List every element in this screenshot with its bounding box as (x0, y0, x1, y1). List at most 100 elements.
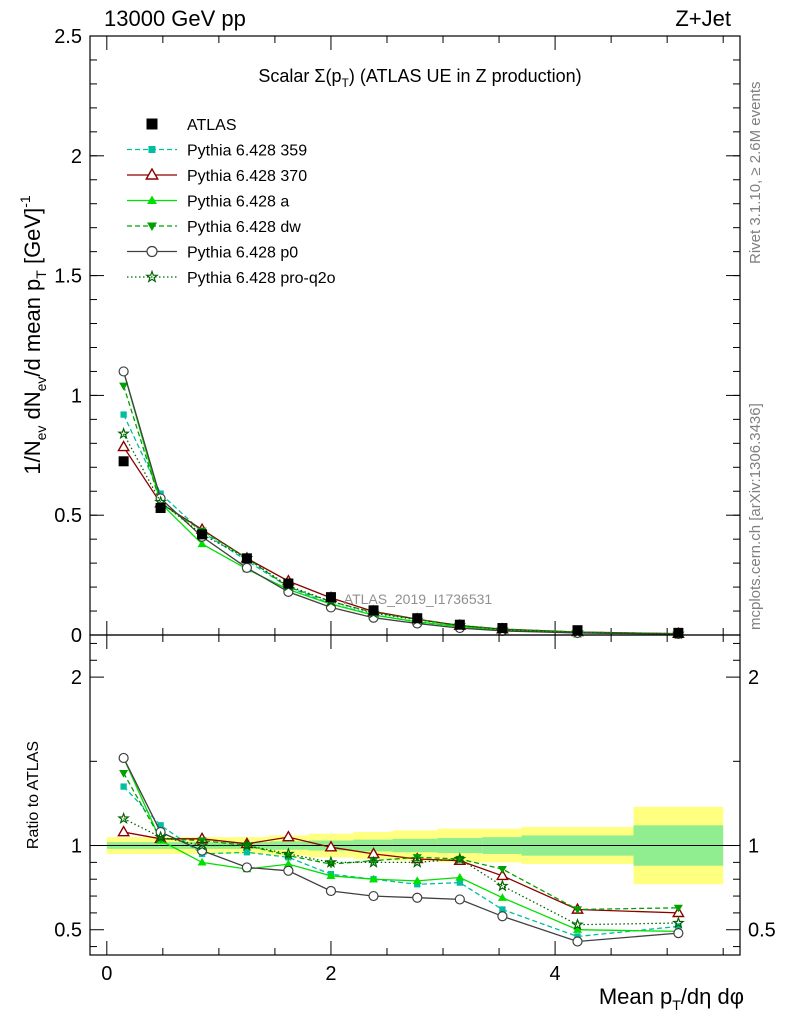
point-pythia-6-428-359-11 (675, 923, 682, 930)
point-pythia-6-428-359-7 (414, 881, 421, 888)
legend-label: Pythia 6.428 pro-q2o (187, 270, 336, 287)
legend-entry-pythia-6-428-370: Pythia 6.428 370 (127, 167, 307, 185)
legend-marker (146, 245, 158, 258)
plot-title-main: Scalar Σ(p (258, 66, 341, 86)
point-atlas-10 (572, 625, 583, 636)
point-pythia-6-428-370-0 (117, 440, 131, 452)
point-pythia-6-428-p0-0 (118, 752, 129, 764)
legend-entry-pythia-6-428-pro-q2o: Pythia 6.428 pro-q2o (127, 269, 336, 287)
point-pythia-6-428-dw-6 (369, 857, 379, 866)
point-pythia-6-428-359-1 (157, 822, 164, 829)
plot-title-rest: ) (ATLAS UE in Z production) (349, 66, 582, 86)
legend-marker (145, 269, 159, 283)
point-pythia-6-428-pro-q2o-9 (496, 879, 509, 892)
point-pythia-6-428-dw-9 (497, 865, 507, 874)
point-pythia-6-428-pro-q2o-8 (453, 852, 467, 865)
point-pythia-6-428-dw-10 (573, 906, 582, 915)
main-y-axis-label: 1/Nev dNev/d mean pT [GeV]-1 (17, 195, 49, 475)
point-atlas-8 (454, 619, 465, 630)
legend-marker (148, 146, 156, 153)
y-tick-label: 1 (71, 385, 82, 407)
x-tick-label: 2 (325, 963, 336, 985)
y-tick-label: 2 (71, 667, 82, 689)
legend-label: ATLAS (187, 117, 237, 134)
x-tick-label: 4 (550, 963, 561, 985)
point-atlas-3 (241, 553, 252, 564)
point-pythia-6-428-359-0 (120, 411, 127, 418)
y-tick-label-right: 0.5 (748, 920, 776, 942)
series-line-pythia-6-428-dw (123, 772, 679, 911)
legend-label: Pythia 6.428 p0 (187, 245, 298, 262)
point-pythia-6-428-359-8 (456, 879, 463, 886)
point-pythia-6-428-a-10 (573, 925, 582, 933)
plot-title-sub: T (342, 76, 350, 90)
series-line-pythia-6-428-p0 (123, 757, 679, 943)
series-line-pythia-6-428-370 (123, 831, 679, 914)
point-pythia-6-428-pro-q2o-11 (672, 916, 685, 929)
header-right: Z+Jet (675, 6, 731, 31)
point-pythia-6-428-pro-q2o-4 (282, 847, 295, 860)
point-pythia-6-428-p0-9 (497, 911, 508, 922)
legend-entry-pythia-6-428-359: Pythia 6.428 359 (127, 143, 307, 160)
point-pythia-6-428-pro-q2o-6 (367, 855, 380, 868)
point-pythia-6-428-359-9 (499, 906, 506, 913)
ratio-y-axis-label: Ratio to ATLAS (25, 741, 42, 849)
point-pythia-6-428-pro-q2o-0 (117, 811, 130, 825)
point-pythia-6-428-pro-q2o-0 (117, 427, 130, 440)
legend-entry-atlas: ATLAS (146, 117, 237, 134)
point-pythia-6-428-pro-q2o-5 (324, 855, 338, 868)
point-atlas-5 (325, 592, 336, 603)
point-atlas-11 (673, 627, 684, 638)
legend-entry-pythia-6-428-p0: Pythia 6.428 p0 (127, 245, 298, 262)
point-pythia-6-428-pro-q2o-7 (410, 855, 424, 868)
point-atlas-6 (368, 605, 379, 616)
y-tick-label: 2.5 (54, 26, 82, 48)
point-atlas-2 (197, 529, 208, 540)
series-line-pythia-6-428-p0 (122, 371, 679, 635)
legend-label: Pythia 6.428 359 (187, 143, 307, 160)
point-atlas-4 (283, 578, 294, 589)
x-tick-label: 0 (101, 963, 112, 985)
legend-label: Pythia 6.428 370 (187, 168, 307, 185)
point-pythia-6-428-370-5 (324, 840, 338, 852)
plot-frame (89, 634, 741, 956)
point-pythia-6-428-370-0 (117, 825, 131, 837)
point-pythia-6-428-dw-11 (673, 904, 683, 913)
point-pythia-6-428-pro-q2o-1 (154, 830, 168, 843)
point-pythia-6-428-pro-q2o-10 (571, 917, 584, 931)
point-pythia-6-428-p0-6 (368, 890, 379, 902)
point-pythia-6-428-a-6 (369, 874, 379, 883)
x-axis-label: Mean pT/dη dφ (599, 984, 744, 1013)
point-pythia-6-428-p0-10 (572, 936, 583, 947)
series-atlas (118, 456, 684, 638)
point-pythia-6-428-dw-0 (119, 769, 129, 778)
ratio-plot-panel: 0.5 0.5 1 1 2 2 0 2 4 (54, 634, 776, 985)
y-tick-label: 0 (71, 625, 82, 647)
point-pythia-6-428-pro-q2o-3 (240, 838, 254, 851)
point-atlas-1 (155, 503, 166, 514)
point-atlas-0 (118, 456, 129, 467)
y-tick-label: 0.5 (54, 505, 82, 527)
y-tick-label: 2 (71, 146, 82, 168)
legend-entry-pythia-6-428-dw: Pythia 6.428 dw (127, 219, 301, 236)
legend-marker (147, 195, 157, 204)
legend-marker (145, 167, 159, 180)
point-pythia-6-428-a-8 (455, 873, 465, 881)
point-pythia-6-428-p0-0 (118, 366, 129, 377)
point-pythia-6-428-p0-8 (454, 894, 465, 905)
point-pythia-6-428-p0-11 (673, 928, 684, 939)
point-pythia-6-428-a-2 (197, 539, 207, 548)
plot-title: Scalar Σ(pT) (ATLAS UE in Z production) (258, 66, 581, 90)
svg-text:1/Nev dNev/d mean pT [GeV]-1: 1/Nev dNev/d mean pT [GeV]-1 (17, 195, 49, 475)
legend-marker (147, 222, 157, 231)
point-atlas-7 (412, 613, 423, 624)
point-pythia-6-428-p0-5 (325, 885, 337, 897)
y-tick-label-right: 1 (748, 836, 759, 858)
side-label-bottom: mcplots.cern.ch [arXiv:1306.3436] (747, 403, 764, 630)
point-pythia-6-428-p0-3 (241, 862, 252, 873)
point-pythia-6-428-pro-q2o-2 (195, 838, 209, 851)
legend-label: Pythia 6.428 a (187, 194, 289, 211)
legend-marker (146, 118, 158, 130)
point-pythia-6-428-a-9 (497, 893, 507, 901)
